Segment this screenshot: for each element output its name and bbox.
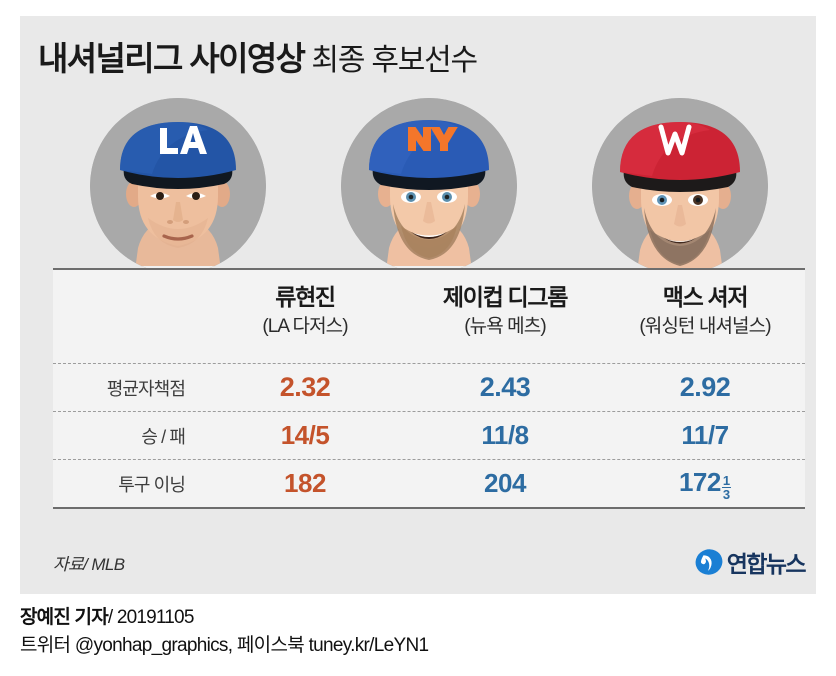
page-title-sub: 최종 후보선수 [311, 44, 478, 77]
avatar-clip-1 [90, 98, 267, 274]
avatar-max-scherzer [591, 98, 768, 274]
page-title: 내셔널리그 사이영상 최종 후보선수 [38, 32, 798, 90]
stat-win-loss-value-3: 11/7 [605, 420, 805, 451]
stat-innings-value-1: 182 [205, 468, 405, 499]
source-row: 자료/ MLB 연합뉴스 [53, 544, 807, 580]
portrait-illustration-1 [90, 98, 267, 274]
footer-byline: 장예진 기자/ 20191105 [20, 604, 816, 632]
player-team-2: (뉴욕 메츠) [464, 315, 546, 337]
footer-social: 트위터 @yonhap_graphics, 페이스북 tuney.kr/LeYN… [20, 634, 429, 656]
table-row-names: 류현진 (LA 다저스) 제이컵 디그롬 (뉴욕 메츠) 맥스 셔저 (워싱턴 … [53, 270, 805, 363]
stat-innings-number-1: 182 [284, 468, 326, 498]
stat-era-number-3: 2.92 [679, 372, 731, 402]
stat-era-value-1: 2.32 [205, 372, 405, 403]
footer-date: 20191105 [116, 607, 195, 628]
portrait-illustration-3 [591, 98, 768, 274]
stat-label-innings: 투구 이닝 [118, 474, 186, 495]
stat-win-loss-value-2: 11/8 [405, 420, 605, 451]
stats-table: 류현진 (LA 다저스) 제이컵 디그롬 (뉴욕 메츠) 맥스 셔저 (워싱턴 … [53, 268, 805, 509]
stat-era-value-3: 2.92 [605, 372, 805, 403]
stat-innings-value-3: 172 1 3 [605, 467, 805, 501]
stat-innings-number-3: 172 [678, 466, 721, 497]
fraction-denominator: 3 [722, 487, 731, 502]
player-team-3: (워싱턴 내셔널스) [639, 315, 771, 337]
footer-separator: / [107, 607, 113, 628]
player-name-cell-2: 제이컵 디그롬 (뉴욕 메츠) [405, 270, 605, 339]
table-row-win-loss: 승 / 패 14/5 11/8 11/7 [53, 411, 805, 459]
stat-innings-number-2: 204 [484, 468, 526, 498]
stat-win-loss-number-3: 11/7 [681, 420, 729, 450]
stat-era-value-2: 2.43 [405, 372, 605, 403]
stat-win-loss-number-1: 14/5 [280, 420, 330, 450]
table-row-innings: 투구 이닝 182 204 172 1 3 [53, 459, 805, 507]
stat-label-win-loss: 승 / 패 [141, 426, 186, 447]
stat-era-number-1: 2.32 [279, 372, 331, 402]
yonhap-logo: 연합뉴스 [694, 545, 807, 579]
player-photo-cell-3 [554, 84, 805, 274]
footer-reporter: 장예진 기자 [20, 607, 109, 628]
stat-innings-value-2: 204 [405, 468, 605, 499]
player-name-cell-1: 류현진 (LA 다저스) [205, 270, 405, 339]
yonhap-mark-icon [695, 549, 723, 575]
player-team-1: (LA 다저스) [262, 315, 348, 337]
player-name-cell-3: 맥스 셔저 (워싱턴 내셔널스) [605, 270, 805, 339]
player-name-3: 맥스 셔저 [662, 284, 749, 310]
avatar-ryu-hyunjin [90, 98, 267, 274]
stat-label-era: 평균자책점 [106, 378, 186, 399]
avatar-jacob-degrom [341, 98, 517, 274]
stat-win-loss-value-1: 14/5 [205, 420, 405, 451]
table-row-era: 평균자책점 2.32 2.43 2.92 [53, 363, 805, 411]
page-title-main: 내셔널리그 사이영상 [38, 40, 306, 77]
portrait-illustration-2 [341, 98, 517, 274]
infographic-card: 내셔널리그 사이영상 최종 후보선수 [20, 16, 816, 594]
footer: 장예진 기자/ 20191105 트위터 @yonhap_graphics, 페… [20, 604, 816, 659]
avatar-clip-2 [341, 98, 517, 274]
player-name-1: 류현진 [275, 284, 336, 310]
stat-win-loss-number-2: 11/8 [481, 420, 529, 450]
player-photo-cell-2 [304, 84, 555, 274]
player-name-2: 제이컵 디그롬 [442, 284, 569, 310]
stat-era-number-2: 2.43 [479, 372, 531, 402]
avatar-clip-3 [591, 98, 768, 274]
player-photo-cell-1 [53, 84, 304, 274]
source-label: 자료/ MLB [53, 554, 125, 574]
fraction-numerator: 1 [721, 472, 732, 488]
yonhap-logo-text: 연합뉴스 [726, 551, 807, 577]
player-photos-row [53, 84, 805, 274]
